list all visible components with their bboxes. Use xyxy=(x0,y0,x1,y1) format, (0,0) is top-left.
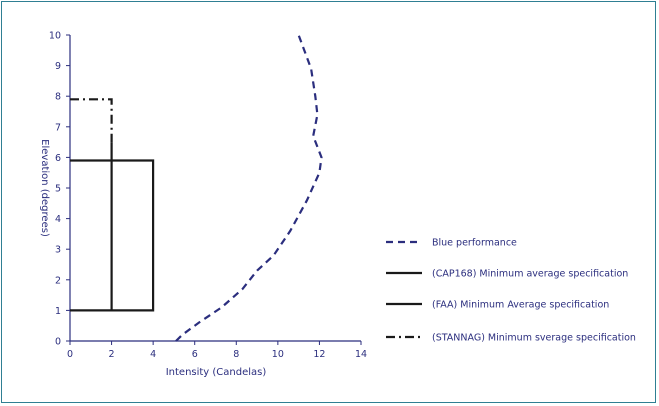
x-tick-label: 2 xyxy=(109,349,115,360)
x-tick-label: 10 xyxy=(272,349,284,360)
y-tick-label: 4 xyxy=(55,214,61,225)
x-tick-label: 14 xyxy=(355,349,367,360)
y-tick-label: 2 xyxy=(55,275,61,286)
series-layer xyxy=(70,34,323,342)
legend-label-1: Blue performance xyxy=(432,238,517,249)
y-tick-label: 9 xyxy=(55,61,61,72)
series-line-1 xyxy=(175,34,323,342)
legend: Blue performance (CAP168) Minimum average… xyxy=(386,238,636,344)
y-tick-label: 0 xyxy=(55,337,61,348)
legend-label-3: (FAA) Minimum Average specification xyxy=(432,300,609,311)
series-line-4 xyxy=(70,98,113,143)
y-tick-label: 3 xyxy=(55,245,61,256)
y-tick-label: 6 xyxy=(55,153,61,164)
x-axis-title: Intensity (Candelas) xyxy=(166,367,267,378)
y-tick-label: 7 xyxy=(55,122,61,133)
x-tick-label: 12 xyxy=(313,349,325,360)
y-tick-label: 5 xyxy=(55,184,61,195)
legend-label-4: (STANNAG) Minimum sverage specification xyxy=(432,333,636,344)
y-tick-label: 8 xyxy=(55,92,61,103)
x-tick-label: 0 xyxy=(67,349,73,360)
x-tick-label: 6 xyxy=(192,349,198,360)
y-tick-label: 10 xyxy=(49,31,61,42)
y-axis-title: Elevation (degrees) xyxy=(39,139,50,237)
x-tick-label: 8 xyxy=(233,349,239,360)
y-tick-label: 1 xyxy=(55,306,61,317)
x-tick-label: 4 xyxy=(150,349,156,360)
legend-label-2: (CAP168) Minimum average specification xyxy=(432,269,628,280)
